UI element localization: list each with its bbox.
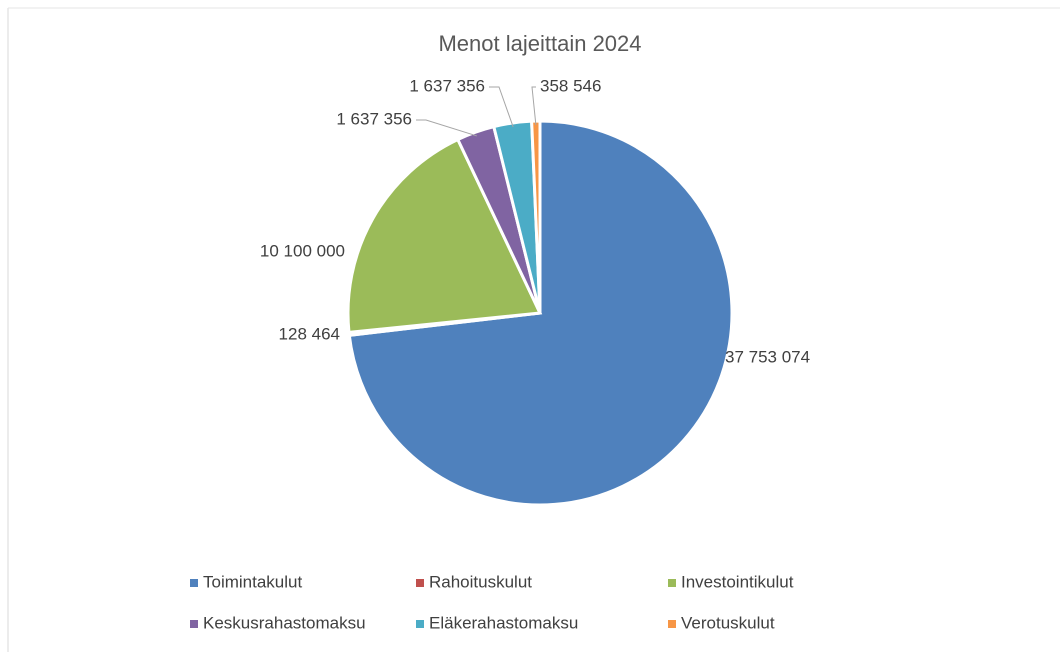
legend-marker xyxy=(190,579,198,587)
leader-line xyxy=(416,119,477,137)
legend-marker xyxy=(190,620,198,628)
legend-label: Toimintakulut xyxy=(203,572,302,591)
data-label: 128 464 xyxy=(279,324,340,343)
leader-line xyxy=(531,86,537,126)
legend-label: Eläkerahastomaksu xyxy=(429,613,578,632)
leader-line xyxy=(489,86,514,128)
legend-marker xyxy=(668,620,676,628)
data-label: 358 546 xyxy=(540,76,601,95)
legend-marker xyxy=(416,620,424,628)
chart-title: Menot lajeittain 2024 xyxy=(438,31,641,56)
legend-label: Investointikulut xyxy=(681,572,794,591)
legend-label: Verotuskulut xyxy=(681,613,775,632)
legend-label: Keskusrahastomaksu xyxy=(203,613,366,632)
data-label: 37 753 074 xyxy=(725,347,810,366)
data-label: 10 100 000 xyxy=(260,241,345,260)
legend-marker xyxy=(416,579,424,587)
legend-marker xyxy=(668,579,676,587)
data-label: 1 637 356 xyxy=(409,76,485,95)
data-label: 1 637 356 xyxy=(336,109,412,128)
pie-slice xyxy=(346,137,543,334)
legend-label: Rahoituskulut xyxy=(429,572,532,591)
